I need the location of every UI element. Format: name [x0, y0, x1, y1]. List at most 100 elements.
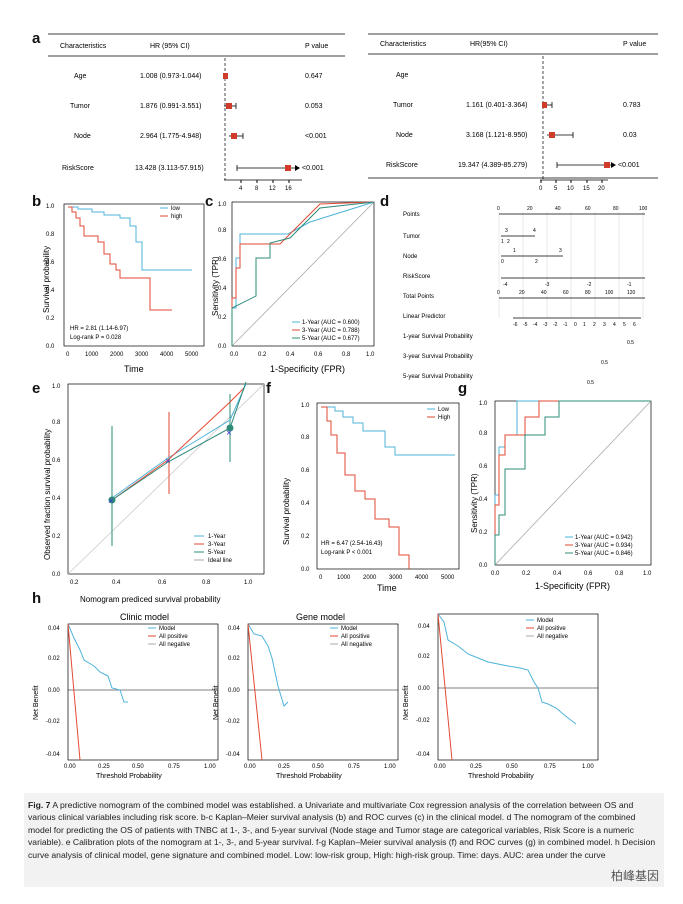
svg-text:1.0: 1.0 — [479, 401, 488, 407]
forest-left-point — [223, 73, 228, 79]
svg-text:0.4: 0.4 — [218, 286, 227, 292]
svg-text:0.5: 0.5 — [601, 360, 608, 366]
svg-text:0.0: 0.0 — [218, 344, 227, 350]
svg-text:-0.04: -0.04 — [226, 752, 240, 758]
svg-text:0.04: 0.04 — [228, 626, 240, 632]
svg-text:100: 100 — [605, 290, 614, 296]
svg-text:19.347 (4.389-85.279): 19.347 (4.389-85.279) — [458, 162, 527, 169]
svg-text:0.8: 0.8 — [301, 435, 310, 441]
svg-text:Clinic model: Clinic model — [120, 612, 169, 622]
svg-text:Time: Time — [377, 583, 397, 593]
svg-text:0: 0 — [497, 290, 500, 296]
svg-text:5-year Survival Probability: 5-year Survival Probability — [403, 374, 473, 380]
svg-text:1.0: 1.0 — [643, 571, 652, 577]
svg-text:-4: -4 — [533, 322, 538, 328]
svg-text:1.0: 1.0 — [244, 580, 253, 586]
forest-right-row: Node 3.168 (1.121-8.950) 0.03 — [396, 132, 637, 139]
svg-text:12: 12 — [269, 186, 276, 190]
svg-text:RiskScore: RiskScore — [403, 274, 431, 280]
calib-cross: × — [226, 428, 232, 439]
svg-text:5-Year: 5-Year — [208, 550, 225, 556]
svg-text:0.8: 0.8 — [615, 571, 624, 577]
panel-label-d: d — [380, 193, 390, 210]
svg-text:Threshold Probability: Threshold Probability — [468, 773, 534, 780]
svg-text:0.4: 0.4 — [112, 580, 121, 586]
roc-g-3year — [494, 400, 651, 565]
svg-text:high: high — [171, 214, 182, 220]
svg-text:3: 3 — [559, 248, 562, 254]
svg-text:40: 40 — [555, 206, 561, 212]
svg-text:Gene model: Gene model — [296, 612, 345, 622]
svg-text:1.0: 1.0 — [301, 403, 310, 409]
svg-text:0.4: 0.4 — [479, 497, 488, 503]
forest-left-header-1: Characteristics — [60, 43, 107, 50]
svg-text:-0.02: -0.02 — [416, 718, 430, 724]
svg-text:0.00: 0.00 — [64, 764, 76, 770]
svg-text:0.6: 0.6 — [158, 580, 167, 586]
svg-text:<0.001: <0.001 — [618, 162, 640, 169]
roc-plot-combined: Sensitivity (TPR) 1-Specificity (FPR) 0.… — [470, 400, 652, 591]
svg-text:All negative: All negative — [341, 642, 373, 648]
svg-text:1-Year: 1-Year — [208, 534, 225, 540]
svg-text:-0.02: -0.02 — [46, 719, 60, 725]
svg-text:1.008 (0.973-1.044): 1.008 (0.973-1.044) — [140, 73, 202, 80]
svg-text:60: 60 — [585, 206, 591, 212]
svg-text:0.6: 0.6 — [301, 468, 310, 474]
svg-text:5-Year (AUC = 0.846): 5-Year (AUC = 0.846) — [575, 551, 633, 557]
svg-text:1-Specificity (FPR): 1-Specificity (FPR) — [535, 581, 610, 591]
svg-text:0.0: 0.0 — [491, 571, 500, 577]
svg-text:0.02: 0.02 — [418, 654, 430, 660]
calib-point — [108, 496, 116, 504]
svg-text:4000: 4000 — [415, 575, 429, 581]
svg-text:4: 4 — [613, 322, 616, 328]
svg-text:100: 100 — [639, 206, 648, 212]
svg-text:0.2: 0.2 — [218, 315, 227, 321]
svg-text:0.2: 0.2 — [522, 571, 531, 577]
svg-text:Model: Model — [159, 626, 175, 632]
svg-text:All positive: All positive — [341, 634, 370, 640]
svg-text:0: 0 — [501, 259, 504, 265]
svg-text:Sensitivity (TPR): Sensitivity (TPR) — [470, 473, 479, 533]
svg-text:0.50: 0.50 — [312, 764, 324, 770]
svg-text:1.0: 1.0 — [218, 202, 227, 208]
svg-text:3: 3 — [505, 228, 508, 234]
svg-text:4: 4 — [533, 228, 536, 234]
svg-text:0.02: 0.02 — [228, 656, 240, 662]
dca-model-curve — [437, 613, 577, 725]
forest-left-header-3: P value — [305, 43, 328, 50]
svg-text:1000: 1000 — [85, 352, 99, 358]
svg-text:5000: 5000 — [185, 352, 199, 358]
svg-text:0.6: 0.6 — [584, 571, 593, 577]
svg-text:0.8: 0.8 — [479, 431, 488, 437]
svg-text:All negative: All negative — [537, 634, 569, 640]
svg-text:Node: Node — [403, 254, 418, 260]
svg-text:-2: -2 — [553, 322, 558, 328]
svg-text:0.5: 0.5 — [587, 380, 594, 386]
svg-text:Net Benefit: Net Benefit — [33, 685, 40, 720]
panel-label-g: g — [458, 380, 468, 397]
svg-text:2: 2 — [593, 322, 596, 328]
forest-right-row: RiskScore 19.347 (4.389-85.279) <0.001 — [386, 162, 640, 169]
svg-text:Log-rank P < 0.001: Log-rank P < 0.001 — [321, 550, 373, 556]
km-plot-clinical: Survival probability Time 0.0 0.2 0.4 0.… — [42, 203, 205, 374]
panel-label-a: a — [32, 30, 41, 47]
svg-text:4: 4 — [239, 186, 243, 190]
svg-text:0.8: 0.8 — [46, 232, 55, 238]
svg-text:2000: 2000 — [363, 575, 377, 581]
svg-text:HR(95% CI): HR(95% CI) — [470, 41, 508, 48]
roc-c-3year — [231, 201, 375, 346]
svg-text:80: 80 — [585, 290, 591, 296]
svg-text:0.6: 0.6 — [314, 352, 323, 358]
caption-box — [24, 793, 664, 887]
svg-text:13.428 (3.113-57.915): 13.428 (3.113-57.915) — [135, 165, 204, 172]
svg-text:0.4: 0.4 — [46, 288, 55, 294]
svg-text:1: 1 — [513, 248, 516, 254]
svg-text:2.964 (1.775-4.948): 2.964 (1.775-4.948) — [140, 133, 202, 140]
svg-text:1.00: 1.00 — [204, 764, 216, 770]
svg-text:60: 60 — [563, 290, 569, 296]
svg-text:Nomogram prediced survival pro: Nomogram prediced survival probability — [80, 595, 221, 604]
svg-text:Model: Model — [341, 626, 357, 632]
svg-text:Points: Points — [403, 212, 420, 218]
svg-text:1.0: 1.0 — [52, 384, 61, 390]
forest-left-row: Tumor 1.876 (0.991-3.551) 0.053 — [70, 103, 323, 110]
